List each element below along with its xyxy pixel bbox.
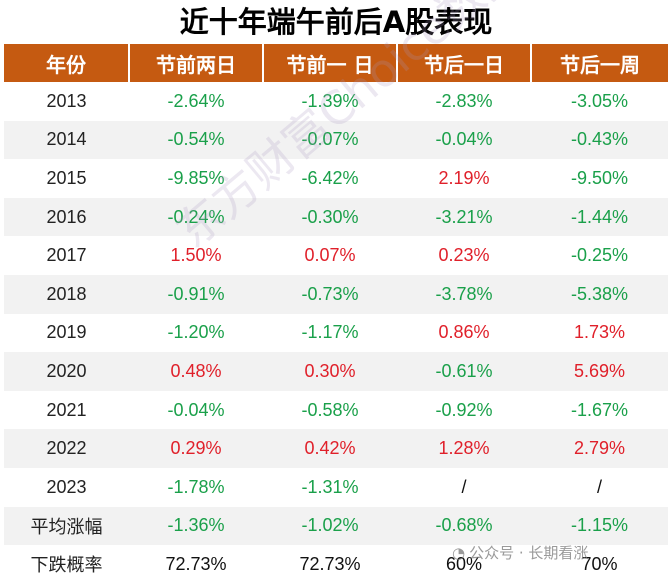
row-label: 平均涨幅	[4, 506, 129, 546]
data-cell: 1.73%	[573, 322, 626, 343]
data-cell: -0.07%	[263, 120, 397, 160]
row-label: 2019	[46, 322, 87, 343]
row-label: 2014	[4, 120, 129, 160]
data-cell: -9.50%	[570, 167, 629, 188]
data-cell: 60%	[445, 553, 483, 574]
data-cell: -0.24%	[129, 197, 263, 237]
row-label: 2018	[4, 274, 129, 314]
data-cell: 0.29%	[129, 429, 263, 468]
table-row: 2016 -0.24% -0.30% -3.21% -1.44%	[4, 197, 668, 237]
data-cell: -0.25%	[570, 245, 629, 266]
table-row: 2021 -0.04% -0.58% -0.92% -1.67%	[4, 391, 668, 430]
data-cell: -2.64%	[167, 90, 225, 111]
data-cell: -3.21%	[397, 197, 531, 237]
data-cell: -1.44%	[531, 197, 668, 237]
data-cell: -1.36%	[129, 506, 263, 546]
data-cell: -9.85%	[167, 167, 225, 188]
table-row: 2017 1.50% 0.07% 0.23% -0.25%	[4, 236, 668, 275]
data-cell: -0.91%	[129, 274, 263, 314]
column-header: 节后一日	[397, 44, 532, 82]
data-cell: -3.78%	[397, 274, 531, 314]
data-cell: -0.43%	[531, 120, 668, 160]
data-cell: -1.78%	[167, 476, 225, 497]
table-row: 2018 -0.91% -0.73% -3.78% -5.38%	[4, 274, 668, 314]
data-cell: 72.73%	[165, 553, 227, 574]
data-cell: -3.05%	[570, 90, 629, 111]
data-cell: -1.31%	[301, 476, 359, 497]
data-cell: -0.92%	[435, 399, 493, 420]
table-row: 2013 -2.64% -1.39% -2.83% -3.05%	[4, 82, 668, 121]
row-label: 下跌概率	[30, 555, 103, 576]
data-cell: /	[596, 476, 602, 497]
wechat-icon: ◔	[452, 544, 466, 562]
row-label: 2023	[46, 476, 87, 497]
data-cell: 1.50%	[170, 245, 222, 266]
data-cell: -1.20%	[167, 322, 225, 343]
table-row: 2015 -9.85% -6.42% 2.19% -9.50%	[4, 159, 668, 198]
data-cell: 0.48%	[129, 352, 263, 391]
data-cell: 1.28%	[397, 429, 531, 468]
data-cell: 2.79%	[531, 429, 668, 468]
column-header: 节前两日	[129, 44, 264, 82]
data-cell: -0.68%	[397, 506, 531, 546]
performance-table: 年份 节前两日 节前一 日 节后一日 节后一周 2013 -2.64% -1.39%…	[4, 44, 668, 584]
data-cell: -0.04%	[397, 120, 531, 160]
table-row: 2019 -1.20% -1.17% 0.86% 1.73%	[4, 314, 668, 353]
data-cell: 72.73%	[299, 553, 361, 574]
column-header: 节前一 日	[263, 44, 398, 82]
data-cell: 2.19%	[438, 167, 490, 188]
header-row: 年份 节前两日 节前一 日 节后一日 节后一周	[4, 44, 668, 82]
data-cell: -1.15%	[531, 506, 668, 546]
row-label: 2016	[4, 197, 129, 237]
data-cell: -0.58%	[301, 399, 359, 420]
row-label: 2020	[4, 352, 129, 391]
table-row: 平均涨幅 -1.36% -1.02% -0.68% -1.15%	[4, 506, 668, 546]
data-cell: 0.30%	[263, 352, 397, 391]
table-row: 2020 0.48% 0.30% -0.61% 5.69%	[4, 352, 668, 391]
wechat-caption: ◔ 公众号 · 长期看涨	[452, 542, 588, 563]
data-cell: -5.38%	[531, 274, 668, 314]
data-cell: -0.04%	[167, 399, 225, 420]
column-header: 年份	[4, 44, 130, 82]
table-row: 2023 -1.78% -1.31% / /	[4, 468, 668, 507]
table-title: 近十年端午前后A股表现	[179, 5, 493, 39]
data-cell: -2.83%	[435, 90, 493, 111]
data-cell: 0.23%	[438, 245, 490, 266]
data-cell: -6.42%	[301, 167, 359, 188]
row-label: 2021	[46, 399, 87, 420]
data-cell: 0.86%	[438, 322, 490, 343]
data-cell: -1.02%	[263, 506, 397, 546]
data-cell: 70%	[581, 553, 618, 574]
row-label: 2015	[46, 167, 87, 188]
table-row: 下跌概率 72.73% 72.73% 60% 70%	[4, 545, 668, 584]
row-label: 2022	[4, 429, 129, 468]
column-header: 节后一周	[531, 44, 668, 82]
row-label: 2013	[46, 90, 87, 111]
data-cell: 0.07%	[304, 245, 356, 266]
wechat-caption-text: 公众号 · 长期看涨	[469, 544, 589, 562]
data-cell: -1.39%	[301, 90, 359, 111]
data-cell: 0.42%	[263, 429, 397, 468]
data-cell: /	[461, 476, 467, 497]
table-row: 2014 -0.54% -0.07% -0.04% -0.43%	[4, 120, 668, 160]
data-cell: -0.73%	[263, 274, 397, 314]
data-cell: -0.30%	[263, 197, 397, 237]
row-label: 2017	[46, 245, 87, 266]
data-cell: -0.61%	[397, 352, 531, 391]
table-row: 2022 0.29% 0.42% 1.28% 2.79%	[4, 429, 668, 468]
data-cell: 5.69%	[531, 352, 668, 391]
data-cell: -1.17%	[301, 322, 359, 343]
data-cell: -1.67%	[570, 399, 629, 420]
data-cell: -0.54%	[129, 120, 263, 160]
